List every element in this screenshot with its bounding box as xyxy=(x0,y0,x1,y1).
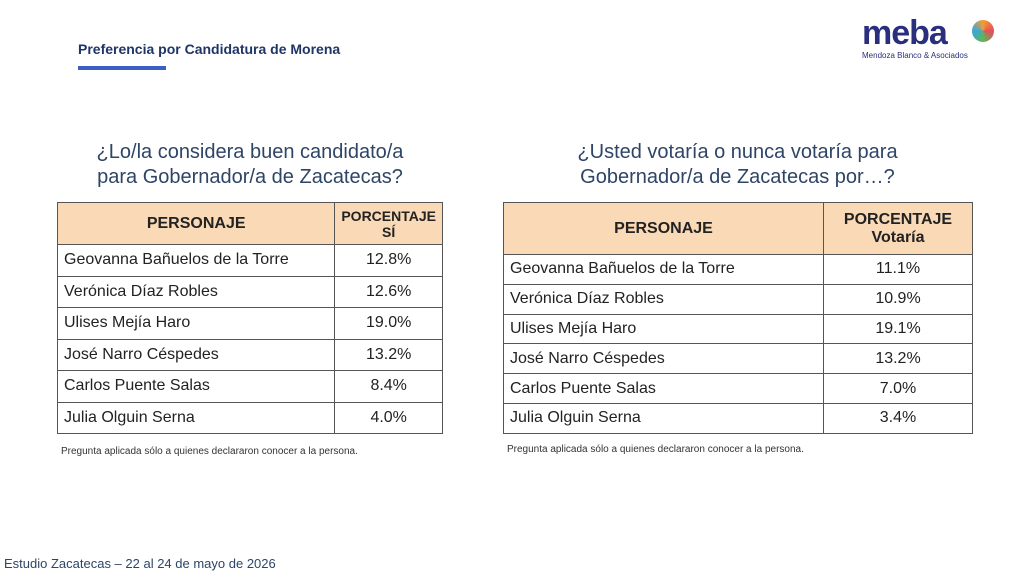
percentage: 3.4% xyxy=(823,402,973,434)
logo-subtitle: Mendoza Blanco & Asociados xyxy=(862,51,968,60)
percentage: 19.1% xyxy=(823,313,973,345)
table-row: Verónica Díaz Robles 12.6% xyxy=(56,275,443,308)
table-row: Geovanna Bañuelos de la Torre 11.1% xyxy=(503,254,973,285)
header-text: PERSONAJE xyxy=(146,214,246,232)
table-row: Julia Olguin Serna 4.0% xyxy=(56,401,443,434)
column-header: PERSONAJE xyxy=(56,202,336,245)
candidate-name: Ulises Mejía Haro xyxy=(503,313,824,345)
question-line: Gobernador/a de Zacatecas por…? xyxy=(580,166,895,188)
percentage: 12.8% xyxy=(334,244,443,277)
candidate-name: Carlos Puente Salas xyxy=(56,370,336,403)
candidate-name: Geovanna Bañuelos de la Torre xyxy=(56,244,336,277)
candidate-name: Geovanna Bañuelos de la Torre xyxy=(503,254,824,285)
title-underline xyxy=(78,66,166,70)
question: ¿Usted votaría o nunca votaría para Gober… xyxy=(495,140,980,190)
candidate-name: Verónica Díaz Robles xyxy=(503,283,824,315)
column-header: PERSONAJE xyxy=(503,202,824,255)
footnote: Pregunta aplicada sólo a quienes declara… xyxy=(61,446,358,457)
header-text: PERSONAJE xyxy=(614,219,713,237)
data-table: PERSONAJE PORCENTAJE SÍ Geovanna Bañuelos d… xyxy=(56,202,443,434)
table-row: Julia Olguin Serna 3.4% xyxy=(503,402,973,434)
percentage: 10.9% xyxy=(823,283,973,315)
table-row: Ulises Mejía Haro 19.0% xyxy=(56,307,443,340)
column-header: PORCENTAJE Votaría xyxy=(823,202,973,255)
candidate-name: Verónica Díaz Robles xyxy=(56,275,336,308)
percentage: 7.0% xyxy=(823,373,973,404)
header-row: PERSONAJE PORCENTAJE Votaría xyxy=(503,202,973,255)
percentage: 19.0% xyxy=(334,307,443,340)
table-row: José Narro Céspedes 13.2% xyxy=(503,343,973,375)
table-row: José Narro Céspedes 13.2% xyxy=(56,338,443,371)
percentage: 11.1% xyxy=(823,254,973,285)
candidate-name: Ulises Mejía Haro xyxy=(56,307,336,340)
column-header: PORCENTAJE SÍ xyxy=(334,202,443,245)
question-line: ¿Lo/la considera buen candidato/a xyxy=(96,141,404,163)
percentage: 12.6% xyxy=(334,275,443,308)
footer: Estudio Zacatecas – 22 al 24 de mayo de … xyxy=(4,556,276,571)
table-row: Verónica Díaz Robles 10.9% xyxy=(503,283,973,315)
percentage: 4.0% xyxy=(334,401,443,434)
candidate-name: Julia Olguin Serna xyxy=(503,402,824,434)
candidate-name: José Narro Céspedes xyxy=(56,338,336,371)
logo: meba xyxy=(862,14,948,52)
table-row: Carlos Puente Salas 8.4% xyxy=(56,370,443,403)
table-row: Ulises Mejía Haro 19.1% xyxy=(503,313,973,345)
question: ¿Lo/la considera buen candidato/a para Go… xyxy=(40,140,460,190)
data-table: PERSONAJE PORCENTAJE Votaría Geovanna Bañue… xyxy=(503,202,973,434)
candidate-name: Julia Olguin Serna xyxy=(56,401,336,434)
logo-icon xyxy=(972,20,994,42)
header-text: Votaría xyxy=(871,228,925,246)
candidate-name: José Narro Céspedes xyxy=(503,343,824,375)
percentage: 13.2% xyxy=(823,343,973,375)
header-text: SÍ xyxy=(382,223,396,240)
footnote: Pregunta aplicada sólo a quienes declara… xyxy=(507,444,804,455)
table-row: Carlos Puente Salas 7.0% xyxy=(503,373,973,404)
question-line: para Gobernador/a de Zacatecas? xyxy=(97,166,403,188)
header-text: PORCENTAJE xyxy=(341,207,436,224)
header-text: PORCENTAJE xyxy=(843,210,953,228)
percentage: 8.4% xyxy=(334,370,443,403)
candidate-name: Carlos Puente Salas xyxy=(503,373,824,404)
header-row: PERSONAJE PORCENTAJE SÍ xyxy=(56,202,443,245)
table-row: Geovanna Bañuelos de la Torre 12.8% xyxy=(56,244,443,277)
slide-title: Preferencia por Candidatura de Morena xyxy=(78,41,341,57)
question-line: ¿Usted votaría o nunca votaría para xyxy=(577,141,898,163)
percentage: 13.2% xyxy=(334,338,443,371)
